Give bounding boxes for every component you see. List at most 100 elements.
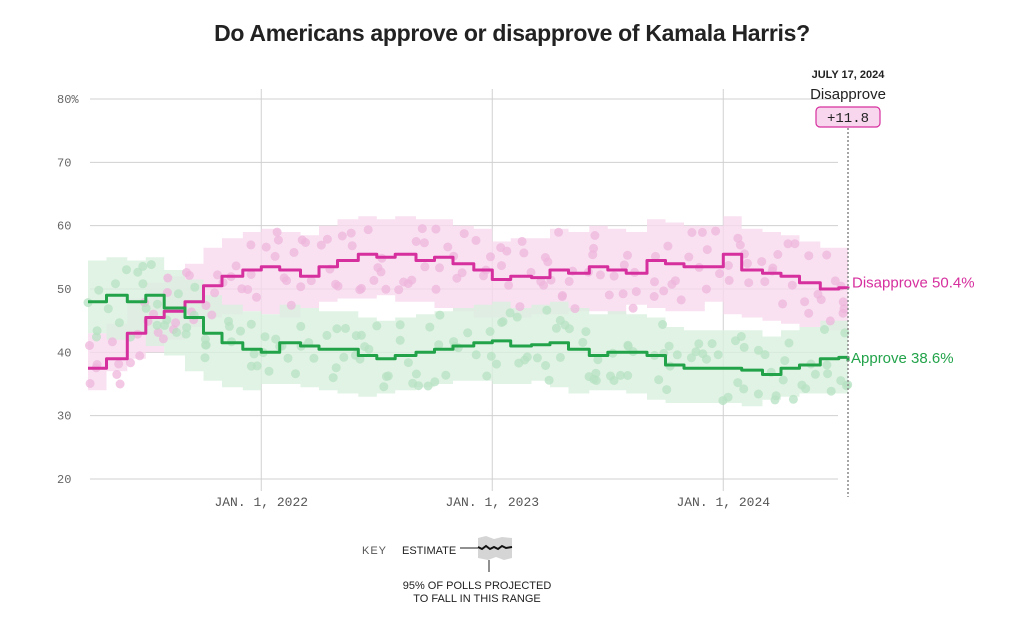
disapprove-end-label: Disapprove 50.4% [852,274,975,291]
approve-poll-dot [686,353,696,363]
approve-poll-dot [760,350,770,360]
approve-poll-dot [731,336,740,346]
approve-poll-dot [111,279,120,289]
approve-poll-dot [471,350,481,360]
disapprove-poll-dot [459,229,469,239]
chart-title: Do Americans approve or disapprove of Ka… [214,20,810,46]
approve-poll-dot [555,352,565,362]
disapprove-poll-dot [363,225,373,235]
approve-poll-dot [658,320,668,329]
approve-poll-dot [122,265,131,275]
approve-poll-dot [322,330,332,340]
disapprove-poll-dot [207,310,217,320]
approve-poll-dot [152,320,162,330]
disapprove-poll-dot [723,261,733,270]
disapprove-poll-dot [787,280,797,290]
approve-poll-dot [309,353,319,363]
approve-poll-dot [92,332,101,342]
approve-poll-dot [723,392,733,402]
approve-poll-dot [492,359,501,369]
disapprove-poll-dot [115,379,125,389]
disapprove-poll-dot [659,286,669,296]
disapprove-estimate-line [88,252,850,370]
approve-poll-dot [423,381,433,391]
approve-poll-dot [435,310,445,320]
annotations: JULY 17, 2024 Disapprove +11.8 Disapprov… [810,69,975,497]
approve-poll-dot [784,338,794,348]
disapprove-poll-dot [213,270,222,280]
approve-poll-dot [810,369,820,379]
disapprove-poll-dot [790,239,800,249]
approve-poll-dot [482,371,492,381]
approve-poll-dot [200,334,210,344]
approve-poll-dot [224,321,234,331]
disapprove-poll-dot [435,263,444,273]
disapprove-poll-dot [554,227,564,237]
disapprove-poll-dot [687,228,697,237]
approve-poll-dot [372,321,382,331]
approve-poll-dot [713,350,723,360]
disapprove-poll-dot [297,235,307,245]
approve-poll-dot [173,289,183,299]
disapprove-poll-dot [701,284,711,294]
approve-poll-dot [822,360,832,370]
approve-poll-dot [331,363,341,373]
approve-poll-dot [463,328,473,338]
disapprove-poll-dot [355,285,365,295]
disapprove-poll-dot [443,242,453,252]
approve-poll-dot [271,334,281,344]
approve-poll-dot [283,353,293,363]
approve-poll-dot [441,370,451,380]
disapprove-poll-dot [517,236,527,246]
approve-poll-dot [733,378,743,388]
approve-poll-dot [425,322,435,332]
callout-date: JULY 17, 2024 [812,69,886,81]
approve-poll-dot [609,376,619,385]
approve-poll-dot [771,391,781,401]
disapprove-poll-dot [279,273,289,283]
disapprove-poll-dot [243,285,253,294]
disapprove-poll-dot [684,252,694,262]
approve-estimate-line [88,293,850,376]
disapprove-poll-dot [153,328,163,337]
disapprove-poll-dot [399,277,409,287]
approve-poll-dot [138,279,148,289]
disapprove-poll-dot [246,270,256,279]
disapprove-poll-dot [316,240,326,250]
disapprove-poll-dot [618,289,628,299]
disapprove-poll-dot [85,379,95,388]
approve-poll-dot [146,260,156,270]
x-tick-label: JAN. 1, 2024 [676,495,770,510]
disapprove-poll-dot [609,271,619,281]
disapprove-poll-dot [272,227,282,237]
disapprove-poll-dot [667,279,677,289]
disapprove-poll-dot [595,270,605,280]
disapprove-poll-dot [715,269,725,279]
disapprove-poll-dot [322,234,332,244]
disapprove-poll-dot [839,304,849,314]
approve-poll-dot [449,337,459,347]
disapprove-poll-dot [735,240,745,250]
disapprove-poll-dot [543,257,553,267]
approve-poll-dot [707,339,717,349]
key-estimate-label: ESTIMATE [402,545,457,557]
disapprove-poll-dot [804,308,814,318]
disapprove-poll-dot [126,358,135,368]
approve-poll-dot [141,303,151,313]
disapprove-poll-dot [346,228,356,238]
disapprove-poll-dot [376,267,386,277]
disapprove-poll-dot [201,301,211,310]
disapprove-poll-dot [246,240,256,250]
disapprove-poll-dot [289,247,299,257]
disapprove-poll-dot [252,292,261,302]
approve-poll-dot [486,351,496,361]
key-note-line2: TO FALL IN THIS RANGE [413,593,541,605]
disapprove-poll-dot [783,239,793,249]
disapprove-poll-dot [502,246,512,256]
approve-poll-dot [383,371,393,381]
approve-poll-dot [328,373,338,383]
disapprove-poll-dot [773,250,783,259]
approve-end-label: Approve 38.6% [851,350,954,367]
disapprove-poll-dot [800,297,810,307]
